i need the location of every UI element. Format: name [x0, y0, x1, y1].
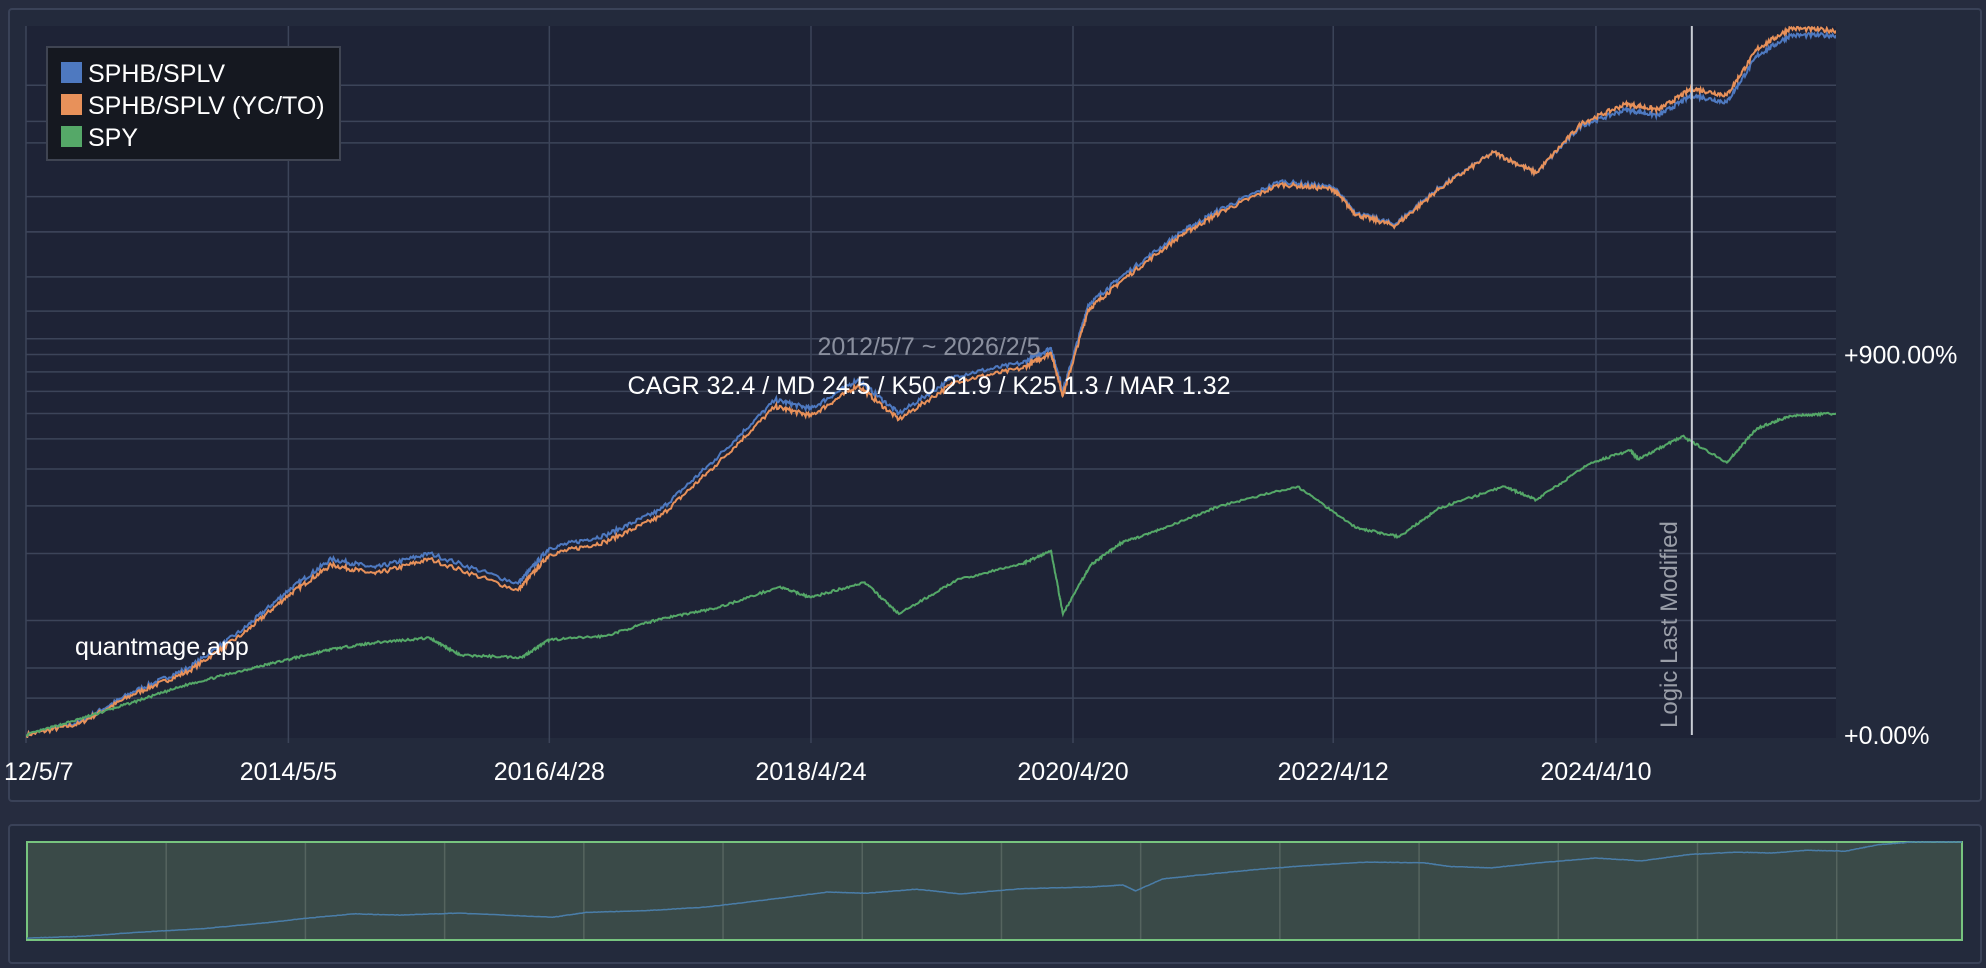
watermark: quantmage.app [75, 633, 249, 661]
annotations: 2012/5/7 ~ 2026/2/5 CAGR 32.4 / MD 24.5 … [75, 333, 1231, 661]
legend-entry-label[interactable]: SPHB/SPLV (YC/TO) [88, 92, 325, 120]
legend-swatch[interactable] [61, 62, 82, 83]
stats-label: CAGR 32.4 / MD 24.5 / K50 21.9 / K25 1.3… [627, 372, 1230, 400]
series-line-1 [26, 26, 1836, 738]
legend-box [46, 46, 341, 161]
x-axis-ticks: 12/5/7 2014/5/5 2016/4/28 2018/4/24 2020/4/2… [4, 758, 1652, 786]
grid-lines [25, 26, 1836, 743]
date-range-label: 2012/5/7 ~ 2026/2/5 [817, 333, 1040, 361]
series-line-0 [26, 30, 1836, 738]
legend-entry-label[interactable]: SPY [88, 124, 138, 152]
event-label: Logic Last Modified [1656, 521, 1683, 728]
legend-swatch[interactable] [61, 126, 82, 147]
event-marker: Logic Last Modified [1656, 26, 1693, 735]
navigator-grid [165, 843, 1838, 939]
x-tick-label: 2022/4/12 [1278, 758, 1389, 786]
x-tick-label: 2016/4/28 [494, 758, 605, 786]
y-axis-ticks: +0.00% +900.00% [1844, 341, 1957, 750]
series-line-2 [26, 411, 1836, 738]
legend-swatch[interactable] [61, 94, 82, 115]
series-lines [26, 26, 1836, 738]
legend-entry-label[interactable]: SPHB/SPLV [88, 60, 225, 88]
y-tick-label: +900.00% [1844, 341, 1957, 369]
legend[interactable]: SPHB/SPLV SPHB/SPLV (YC/TO) SPY [46, 46, 341, 161]
range-navigator[interactable] [26, 841, 1963, 941]
y-tick-label: +0.00% [1844, 722, 1930, 750]
navigator-series-line [26, 841, 1962, 939]
x-tick-label: 2024/4/10 [1540, 758, 1651, 786]
x-tick-label: 2020/4/20 [1017, 758, 1128, 786]
x-tick-label: 2018/4/24 [755, 758, 866, 786]
x-tick-label: 2014/5/5 [240, 758, 337, 786]
x-tick-label: 12/5/7 [4, 758, 74, 786]
